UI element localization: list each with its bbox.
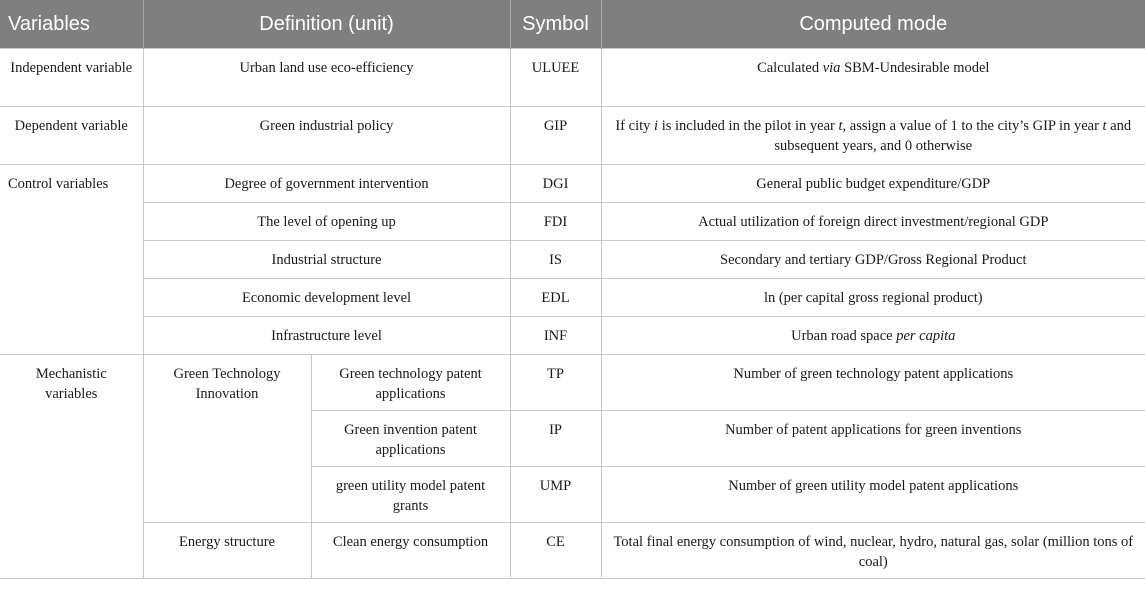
table-row: Independent variable Urban land use eco-… <box>0 48 1145 107</box>
variable-cell: Dependent variable <box>0 106 144 165</box>
mode-text: Urban road space <box>791 328 897 344</box>
definition-cell: Urban land use eco-efficiency <box>142 48 511 107</box>
symbol-cell: IS <box>509 240 602 279</box>
mode-italic: i <box>654 118 659 134</box>
table-row: Infrastructure level INF Urban road spac… <box>0 316 1145 355</box>
category-cell-gti: Green Technology Innovation <box>142 354 312 523</box>
definition-cell: Green technology patent applications <box>310 354 511 411</box>
symbol-cell: INF <box>509 316 602 355</box>
table-row: Control variables Degree of government i… <box>0 164 1145 355</box>
table-header: Variables Definition (unit) Symbol Compu… <box>0 0 1145 49</box>
header-row: Variables Definition (unit) Symbol Compu… <box>0 0 1145 49</box>
mode-italic: t <box>838 118 843 134</box>
header-variables: Variables <box>0 0 143 49</box>
mode-italic: per capita <box>896 328 956 344</box>
category-cell-energy: Energy structure <box>143 522 312 579</box>
definition-cell: Infrastructure level <box>143 316 511 355</box>
definition-cell: Clean energy consumption <box>310 522 511 579</box>
mode-cell: ln (per capital gross regional product) <box>600 278 1145 317</box>
table-row: Energy structure Clean energy consumptio… <box>0 522 1145 579</box>
table-row: Industrial structure IS Secondary and te… <box>0 240 1145 279</box>
symbol-cell: DGI <box>509 164 602 203</box>
symbol-cell: UMP <box>509 466 602 523</box>
definition-cell: Industrial structure <box>143 240 511 279</box>
mode-italic: t <box>1102 118 1107 134</box>
header-computed-mode: Computed mode <box>600 0 1145 49</box>
definition-cell: Economic development level <box>143 278 511 317</box>
table-row: Mechanistic variables Green Technology I… <box>0 354 1145 579</box>
definition-cell: Degree of government intervention <box>142 164 511 203</box>
header-symbol: Symbol <box>509 0 602 49</box>
definition-cell: green utility model patent grants <box>311 466 511 523</box>
mode-cell: General public budget expenditure/GDP <box>600 164 1145 203</box>
mode-cell: Actual utilization of foreign direct inv… <box>600 202 1145 241</box>
variables-table: Variables Definition (unit) Symbol Compu… <box>0 0 1145 579</box>
group-cell-mechanistic: Mechanistic variables <box>0 354 144 579</box>
definition-cell: Green invention patent applications <box>311 410 511 467</box>
header-definition: Definition (unit) <box>142 0 511 49</box>
symbol-cell: IP <box>509 410 602 467</box>
definition-cell: Green industrial policy <box>142 106 511 165</box>
mode-text: SBM-Undesirable model <box>840 60 990 76</box>
mode-text: Calculated <box>757 60 823 76</box>
symbol-cell: ULUEE <box>509 48 602 107</box>
variable-cell: Independent variable <box>0 48 144 107</box>
mode-text: If city <box>615 118 655 134</box>
table-row: Economic development level EDL ln (per c… <box>0 278 1145 317</box>
mode-cell: Number of green utility model patent app… <box>600 466 1145 523</box>
table-body: Independent variable Urban land use eco-… <box>0 48 1145 579</box>
mode-cell: Calculated via SBM-Undesirable model <box>600 48 1145 107</box>
symbol-cell: EDL <box>509 278 602 317</box>
mode-text: , assign a value of 1 to the city’s GIP … <box>842 118 1103 134</box>
mode-cell: Number of green technology patent applic… <box>600 354 1145 411</box>
mode-cell: Urban road space per capita <box>600 316 1145 355</box>
table-row: The level of opening up FDI Actual utili… <box>0 202 1145 241</box>
mode-text: and subsequent years, and 0 otherwise <box>774 118 1132 154</box>
table-row: Dependent variable Green industrial poli… <box>0 106 1145 165</box>
table-row: green utility model patent grants UMP Nu… <box>0 466 1145 523</box>
mode-cell: Number of patent applications for green … <box>600 410 1145 467</box>
mode-cell: Total final energy consumption of wind, … <box>600 522 1145 579</box>
symbol-cell: TP <box>509 354 602 411</box>
definition-cell: The level of opening up <box>143 202 511 241</box>
group-cell-control: Control variables <box>0 164 144 355</box>
mode-text: is included in the pilot in year <box>658 118 839 134</box>
symbol-cell: CE <box>509 522 602 579</box>
symbol-cell: GIP <box>509 106 602 165</box>
mode-cell: If city i is included in the pilot in ye… <box>600 106 1145 165</box>
mode-cell: Secondary and tertiary GDP/Gross Regiona… <box>600 240 1145 279</box>
symbol-cell: FDI <box>509 202 602 241</box>
mode-italic: via <box>822 60 841 76</box>
